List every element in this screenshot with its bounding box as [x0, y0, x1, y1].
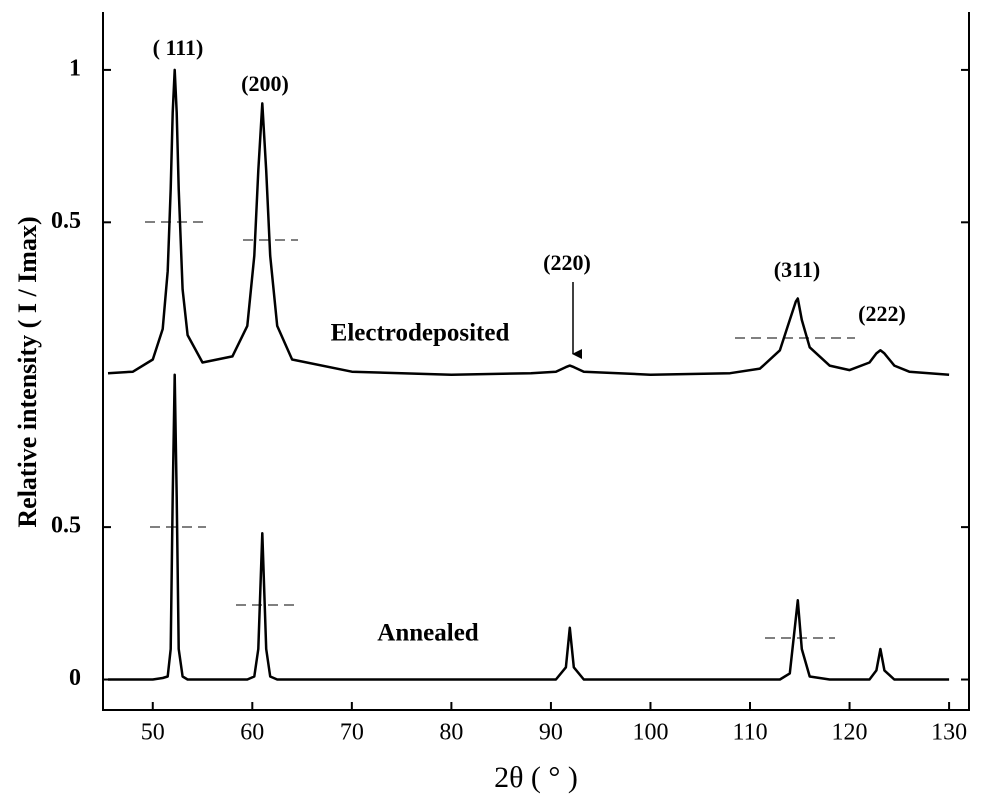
peak-label: (200)	[241, 71, 289, 96]
peak-label: (222)	[858, 301, 906, 326]
y-tick-label: 1	[69, 55, 81, 81]
y-tick-label: 0	[69, 665, 81, 691]
x-tick-label: 120	[832, 720, 868, 746]
series-label: Annealed	[377, 620, 479, 647]
series-label: Electrodeposited	[331, 320, 510, 347]
y-tick-label: 0.5	[51, 513, 81, 539]
x-tick-label: 90	[539, 720, 563, 746]
x-tick-label: 100	[632, 720, 668, 746]
peak-label: (220)	[543, 250, 591, 275]
x-tick-label: 50	[141, 720, 165, 746]
x-tick-label: 60	[240, 720, 264, 746]
x-tick-label: 70	[340, 720, 364, 746]
x-tick-label: 80	[439, 720, 463, 746]
x-tick-label: 130	[931, 720, 967, 746]
y-axis-title: Relative intensity ( I / Imax)	[13, 216, 42, 527]
series-line	[108, 373, 950, 681]
y-tick-label: 0.5	[51, 208, 81, 234]
x-tick-label: 110	[732, 720, 767, 746]
peak-label: (311)	[774, 257, 820, 282]
x-axis-title: 2θ ( ° )	[494, 761, 578, 794]
series-line	[107, 68, 950, 376]
axis-frame	[102, 12, 970, 711]
peak-label: ( 111)	[153, 35, 204, 60]
